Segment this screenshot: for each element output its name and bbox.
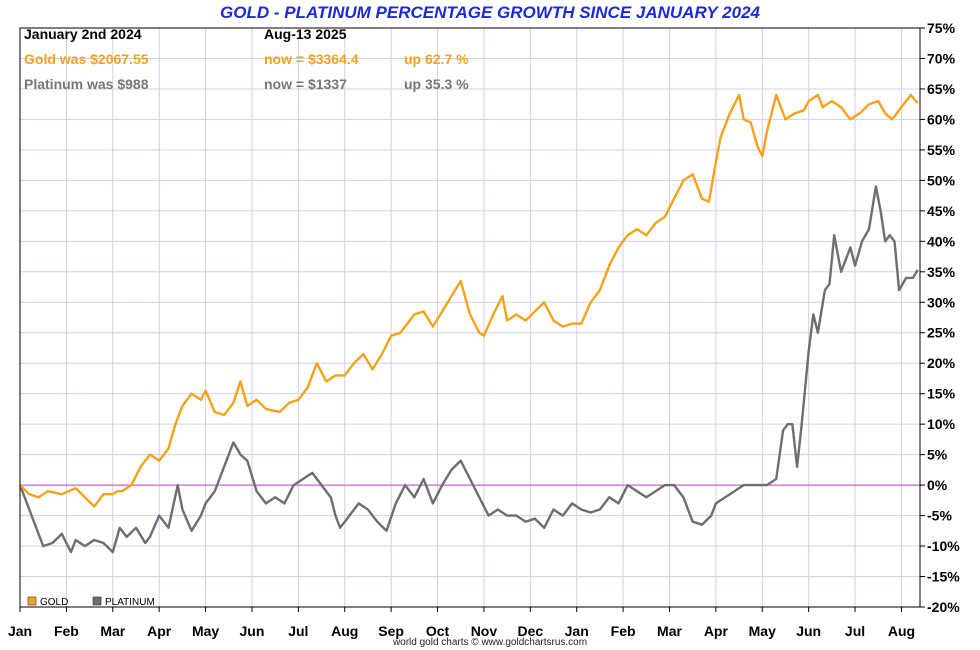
end-date-label: Aug-13 2025 bbox=[264, 26, 347, 42]
chart-title: GOLD - PLATINUM PERCENTAGE GROWTH SINCE … bbox=[220, 3, 760, 22]
x-tick-label: Sep bbox=[378, 623, 404, 639]
legend-gold-label: GOLD bbox=[40, 597, 68, 608]
y-tick-label: -10% bbox=[927, 538, 960, 554]
y-tick-label: 70% bbox=[927, 50, 956, 66]
x-tick-label: Jan bbox=[8, 623, 32, 639]
y-tick-label: 20% bbox=[927, 355, 956, 371]
y-axis: 75% 70% 65% 60% 55% 50% 45% 40% 35% 30% 25% 20% 15% 1… bbox=[920, 20, 960, 615]
y-tick-label: 10% bbox=[927, 416, 956, 432]
legend-gold-swatch bbox=[27, 596, 37, 606]
x-tick-label: Jun bbox=[796, 623, 821, 639]
x-tick-label: Aug bbox=[331, 623, 358, 639]
x-tick-label: Apr bbox=[704, 623, 729, 639]
gold-current-price: now = $3364.4 bbox=[264, 51, 359, 67]
y-tick-label: 40% bbox=[927, 233, 956, 249]
y-tick-label: -5% bbox=[927, 508, 952, 524]
y-tick-label: 25% bbox=[927, 325, 956, 341]
footer-credit: world gold charts © www.goldchartsrus.co… bbox=[392, 637, 588, 648]
platinum-growth: up 35.3 % bbox=[404, 76, 469, 92]
x-tick-label: Feb bbox=[54, 623, 79, 639]
y-tick-label: -20% bbox=[927, 599, 960, 615]
gold-growth: up 62.7 % bbox=[404, 51, 469, 67]
y-tick-label: 30% bbox=[927, 294, 956, 310]
y-tick-label: 50% bbox=[927, 172, 956, 188]
y-tick-label: 65% bbox=[927, 81, 956, 97]
x-axis: Jan Feb Mar Apr May Jun Jul Aug Sep Oct Nov Dec Jan F… bbox=[8, 607, 915, 639]
y-tick-label: 35% bbox=[927, 264, 956, 280]
gold-start-price: Gold was $2067.55 bbox=[24, 51, 149, 67]
x-tick-label: Jul bbox=[845, 623, 865, 639]
annotation-block: January 2nd 2024 Aug-13 2025 Gold was $2… bbox=[24, 26, 469, 92]
start-date-label: January 2nd 2024 bbox=[24, 26, 142, 42]
gold-series-line bbox=[19, 93, 919, 508]
x-tick-label: Jan bbox=[565, 623, 589, 639]
platinum-current-price: now = $1337 bbox=[264, 76, 347, 92]
x-tick-label: Mar bbox=[100, 623, 125, 639]
x-tick-label: Oct bbox=[426, 623, 450, 639]
y-tick-label: -15% bbox=[927, 569, 960, 585]
x-tick-label: Mar bbox=[657, 623, 682, 639]
y-tick-label: 15% bbox=[927, 386, 956, 402]
y-tick-label: 55% bbox=[927, 142, 956, 158]
legend-platinum-label: PLATINUM bbox=[105, 597, 155, 608]
x-tick-label: May bbox=[749, 623, 776, 639]
y-tick-label: 75% bbox=[927, 20, 956, 36]
legend: GOLD PLATINUM bbox=[27, 596, 155, 608]
platinum-series-line bbox=[18, 185, 919, 554]
y-tick-label: 0% bbox=[927, 477, 948, 493]
x-tick-label: May bbox=[192, 623, 219, 639]
legend-platinum-swatch bbox=[92, 596, 102, 606]
x-tick-label: Apr bbox=[147, 623, 172, 639]
x-tick-label: Jul bbox=[288, 623, 308, 639]
x-tick-label: Nov bbox=[471, 623, 498, 639]
y-tick-label: 45% bbox=[927, 203, 956, 219]
x-tick-label: Feb bbox=[611, 623, 636, 639]
y-tick-label: 5% bbox=[927, 447, 948, 463]
x-tick-label: Aug bbox=[888, 623, 915, 639]
y-tick-label: 60% bbox=[927, 111, 956, 127]
x-tick-label: Jun bbox=[240, 623, 265, 639]
platinum-start-price: Platinum was $988 bbox=[24, 76, 149, 92]
x-tick-label: Dec bbox=[517, 623, 543, 639]
plot-frame bbox=[19, 27, 921, 608]
